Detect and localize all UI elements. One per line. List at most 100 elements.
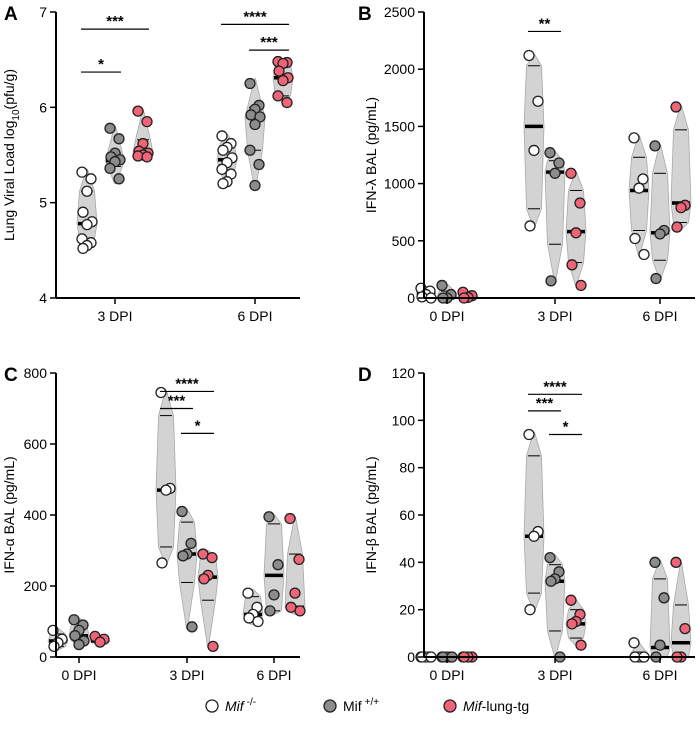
data-point (575, 279, 587, 292)
data-point (654, 228, 666, 240)
data-point (216, 163, 228, 175)
data-point (176, 505, 188, 518)
data-point (565, 167, 577, 179)
x-tick-label: 3 DPI (537, 667, 572, 683)
data-point (207, 640, 219, 652)
data-point (245, 109, 257, 121)
y-tick-label: 100 (392, 412, 416, 428)
data-point (670, 556, 682, 568)
data-point (68, 614, 80, 626)
data-point (156, 557, 168, 569)
data-point (273, 65, 285, 77)
x-tick-label: 6 DPI (237, 308, 272, 324)
y-tick-label: 20 (399, 602, 415, 618)
y-axis-label-subscript: 10 (11, 109, 22, 121)
x-tick-label: 3 DPI (97, 308, 132, 324)
data-point (272, 559, 284, 571)
data-point (638, 248, 650, 261)
data-point (524, 604, 536, 616)
data-point (633, 182, 645, 194)
data-point (73, 638, 85, 651)
data-point (436, 279, 448, 292)
data-point (77, 206, 89, 218)
data-point (565, 594, 577, 606)
panel-letter: D (358, 365, 372, 386)
y-tick-label: 200 (24, 578, 48, 594)
data-point (566, 618, 578, 630)
data-point (523, 49, 535, 62)
data-point (268, 589, 280, 601)
data-point (277, 74, 289, 87)
data-point (198, 573, 210, 585)
legend: Mif -/- Mif +/+ Mif-lung-tg (205, 697, 529, 714)
y-tick-label: 7 (39, 4, 47, 20)
data-point (544, 551, 556, 564)
data-point (216, 130, 228, 142)
panel-c: C IFN-α BAL (pg/mL) 0 200 400 600 800 0 DPI 3 DP… (1, 365, 306, 683)
violin (197, 550, 219, 647)
y-tick-label: 40 (399, 554, 415, 570)
violin (155, 390, 177, 566)
y-axis-label-main: IFN-β BAL (pg/mL) (363, 456, 379, 573)
y-tick-label: 60 (399, 507, 415, 523)
panel-letter: A (4, 4, 18, 25)
data-point (675, 201, 687, 214)
data-point (553, 157, 565, 169)
data-point (48, 640, 60, 652)
y-tick-label: 80 (399, 460, 415, 476)
data-point (113, 173, 125, 185)
y-tick-label: 0 (407, 649, 415, 665)
data-point (649, 140, 661, 152)
data-point (528, 144, 540, 157)
data-point (658, 592, 670, 604)
data-point (253, 158, 265, 171)
data-point (545, 275, 557, 287)
data-point (524, 220, 536, 232)
y-axis-label-main: IFN-α BAL (pg/mL) (1, 456, 17, 573)
data-point (670, 101, 682, 113)
data-point (628, 132, 640, 144)
x-tick-label: 6 DPI (256, 667, 291, 683)
significance-label: **** (543, 378, 567, 395)
data-point (574, 197, 586, 209)
data-point (671, 221, 683, 233)
significance-label: * (98, 56, 104, 73)
significance-label: *** (536, 395, 554, 412)
data-point (629, 232, 641, 245)
data-point (104, 122, 116, 134)
legend-marker (205, 699, 219, 713)
data-point (532, 95, 544, 107)
y-tick-label: 4 (39, 290, 47, 306)
data-point (186, 621, 198, 633)
data-point (654, 639, 666, 651)
data-point (293, 553, 305, 566)
legend-marker (323, 699, 337, 713)
y-axis-label-main: IFN-λ BAL (pg/mL) (363, 97, 379, 213)
data-point (528, 530, 540, 542)
data-point (679, 622, 691, 635)
significance-label: * (563, 419, 569, 436)
legend-label-suffix: -lung-tg (482, 698, 529, 714)
x-tick-label: 3 DPI (169, 667, 204, 683)
data-point (113, 133, 125, 145)
y-tick-label: 600 (24, 436, 48, 452)
y-axis-label-main: Lung Viral Load log (1, 121, 17, 241)
data-point (649, 556, 661, 568)
data-point (637, 173, 649, 185)
y-tick-label: 2500 (384, 4, 415, 20)
data-point (545, 575, 557, 587)
y-tick-label: 800 (24, 365, 48, 381)
x-tick-label: 0 DPI (61, 667, 96, 683)
panel-b: B IFN-λ BAL (pg/mL) 0 500 1000 1500 2000 2500 0 … (358, 4, 695, 324)
data-point (81, 185, 93, 197)
legend-label: Mif -/- (225, 697, 256, 714)
data-point (217, 177, 229, 190)
data-point (628, 637, 640, 649)
data-point (549, 167, 561, 179)
data-point (523, 428, 535, 441)
legend-label-name: Mif (343, 698, 362, 714)
data-point (566, 259, 578, 271)
panel-a: A Lung Viral Load log10(pfu/g) 4 5 6 7 3 DPI 6 … (1, 4, 300, 324)
violin (649, 144, 671, 281)
